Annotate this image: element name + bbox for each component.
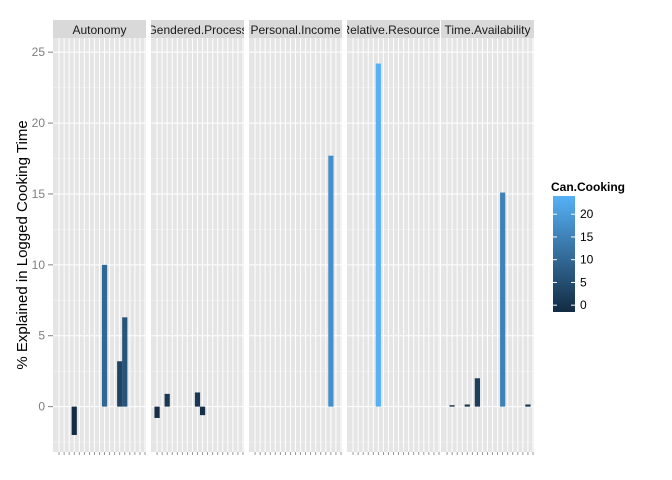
- legend-colorbar: [553, 196, 575, 312]
- bar: [449, 405, 455, 407]
- bar: [525, 404, 531, 407]
- bar: [71, 406, 77, 435]
- facet-strip: [151, 20, 244, 38]
- facet-strip-label: Relative.Resources: [341, 23, 445, 37]
- facet-strip: [249, 20, 342, 38]
- legend-tick-label: 10: [580, 253, 594, 267]
- legend-tick-label: 20: [580, 207, 594, 221]
- bar: [464, 404, 470, 407]
- y-tick-label: 20: [32, 116, 46, 130]
- y-tick-label: 0: [38, 400, 45, 414]
- facet-strip-label: Time.Availability: [444, 23, 530, 37]
- color-legend: Can.Cooking 0 5 10 15 20: [551, 180, 625, 312]
- bar: [154, 406, 160, 418]
- y-tick-label: 25: [32, 45, 46, 59]
- legend-ticks: 0 5 10 15 20: [553, 207, 594, 312]
- facet-panel: Personal.Income: [249, 20, 342, 455]
- bar: [122, 317, 128, 407]
- bar: [375, 63, 381, 407]
- bar: [164, 393, 170, 407]
- facet-strip: [441, 20, 534, 38]
- legend-title: Can.Cooking: [551, 180, 625, 194]
- y-tick-label: 15: [32, 187, 46, 201]
- facet-panels: Autonomy Gendered.Process Personal.Income R…: [53, 20, 534, 455]
- bar: [474, 378, 480, 407]
- legend-tick-label: 5: [580, 275, 587, 289]
- facet-panel: Relative.Resources: [341, 20, 445, 455]
- bar: [500, 192, 506, 407]
- facet-strip: [347, 20, 440, 38]
- facet-panel: Time.Availability: [441, 20, 534, 455]
- y-axis: 0 5 10 15 20 25: [32, 45, 53, 414]
- bar: [199, 406, 206, 416]
- facet-panel: Autonomy: [53, 20, 146, 455]
- bar: [328, 155, 334, 407]
- facet-strip-label: Autonomy: [72, 23, 126, 37]
- y-tick-label: 5: [38, 329, 45, 343]
- facet-strip-label: Gendered.Process: [147, 23, 247, 37]
- legend-tick-label: 0: [580, 298, 587, 312]
- bar: [117, 361, 123, 407]
- bar: [194, 392, 201, 407]
- legend-tick-label: 15: [580, 230, 594, 244]
- y-tick-label: 10: [32, 258, 46, 272]
- facet-panel: Gendered.Process: [147, 20, 247, 455]
- bar: [101, 264, 108, 407]
- y-axis-title: % Explained in Logged Cooking Time: [14, 120, 31, 369]
- facet-strip: [53, 20, 146, 38]
- facet-strip-label: Personal.Income: [250, 23, 340, 37]
